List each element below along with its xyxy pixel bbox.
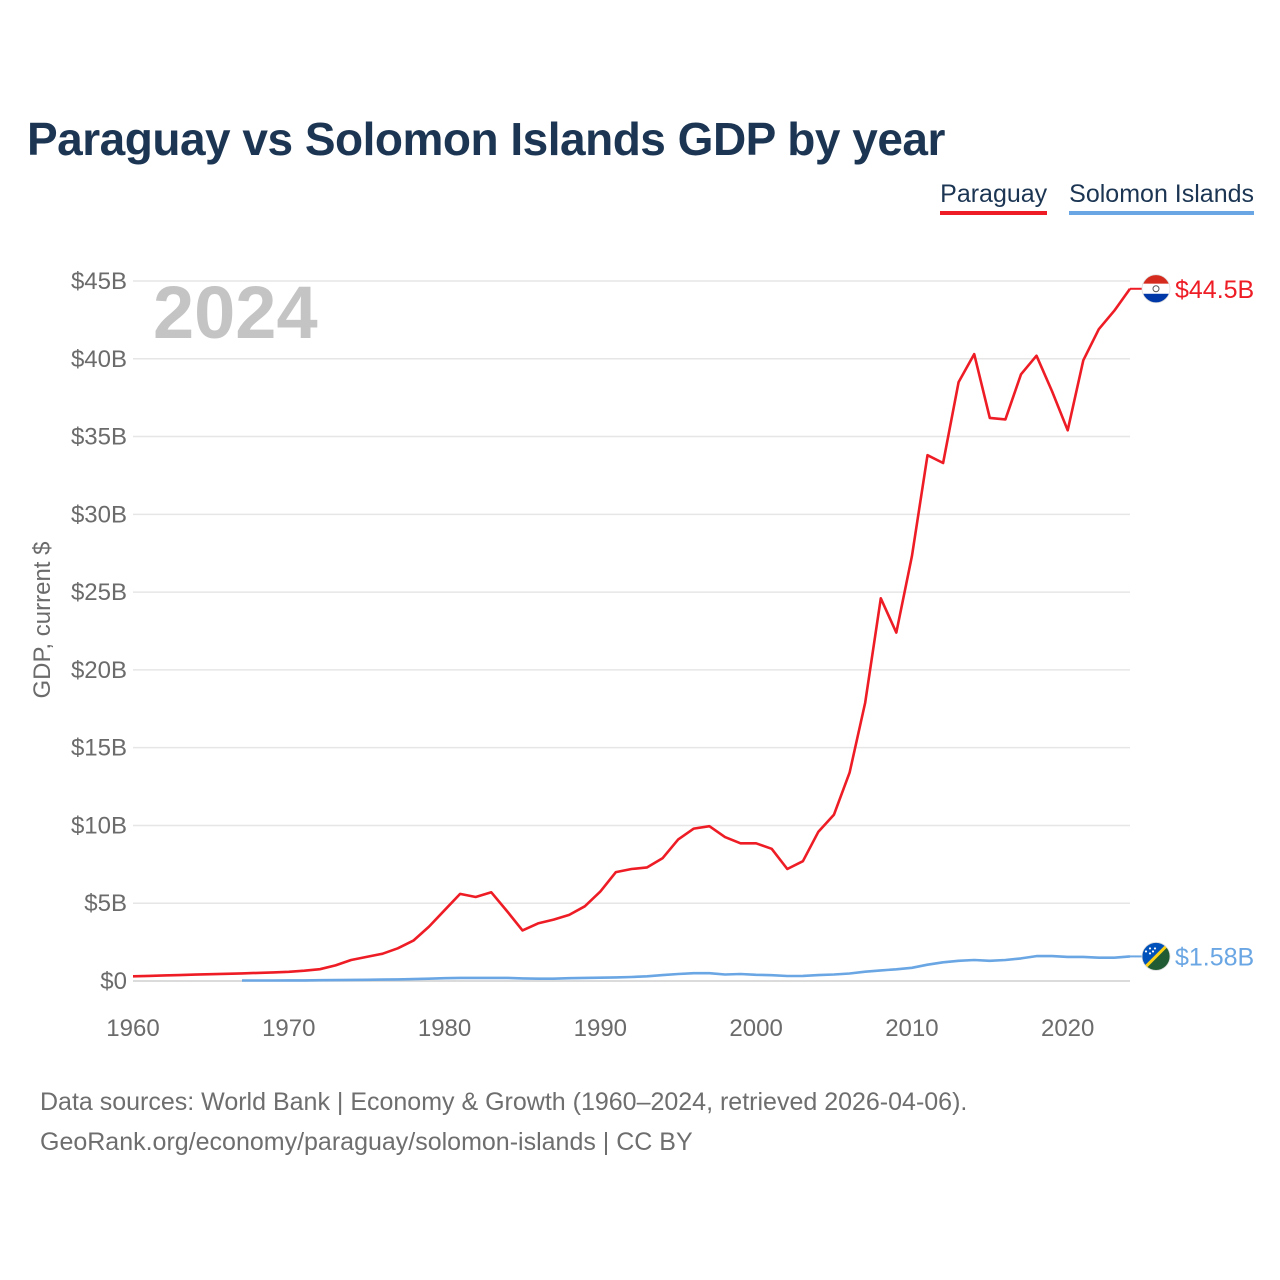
y-tick-label: $0	[100, 968, 127, 995]
x-tick-label: 2010	[885, 1015, 938, 1042]
y-axis-ticks: $0 $5B $10B $15B $20B $25B $30B $35B $40B $45B	[71, 268, 127, 995]
footer-link[interactable]: GeoRank.org/economy/paraguay/solomon-isl…	[40, 1128, 693, 1156]
paraguay-flag-icon	[1141, 274, 1171, 304]
end-markers: $44.5B $1.58B	[1130, 274, 1254, 971]
series-lines	[132, 288, 1132, 982]
end-value-label-paraguay: $44.5B	[1175, 276, 1254, 304]
y-tick-label: $25B	[71, 579, 127, 606]
y-tick-label: $45B	[71, 268, 127, 295]
solomon-islands-flag-icon	[1141, 942, 1171, 971]
series-line-paraguay[interactable]	[132, 288, 1132, 978]
legend-item-paraguay[interactable]: Paraguay	[940, 180, 1048, 215]
x-tick-label: 2000	[729, 1015, 782, 1042]
chart-area: $0 $5B $10B $15B $20B $25B $30B $35B $40B $45B 19…	[29, 268, 1254, 1042]
gridlines	[133, 280, 1130, 982]
y-tick-label: $10B	[71, 812, 127, 839]
x-axis-ticks: 1960 1970 1980 1990 2000 2010 2020	[106, 1015, 1094, 1042]
series-line-solomon-islands[interactable]	[242, 954, 1131, 982]
chart-title: Paraguay vs Solomon Islands GDP by year	[27, 113, 945, 165]
y-tick-label: $30B	[71, 501, 127, 528]
y-tick-label: $35B	[71, 424, 127, 451]
y-tick-label: $20B	[71, 657, 127, 684]
year-label: 2024	[153, 271, 318, 354]
x-tick-label: 1990	[574, 1015, 627, 1042]
legend-item-solomon-islands[interactable]: Solomon Islands	[1069, 180, 1254, 215]
y-axis-label: GDP, current $	[29, 542, 56, 699]
y-tick-label: $5B	[84, 890, 127, 917]
x-tick-label: 2020	[1041, 1015, 1094, 1042]
legend: Paraguay Solomon Islands	[940, 180, 1254, 215]
y-tick-label: $40B	[71, 346, 127, 373]
x-tick-label: 1970	[262, 1015, 315, 1042]
x-tick-label: 1960	[106, 1015, 159, 1042]
end-value-label-solomon-islands: $1.58B	[1175, 943, 1254, 971]
footer-sources: Data sources: World Bank | Economy & Gro…	[40, 1088, 968, 1116]
y-tick-label: $15B	[71, 735, 127, 762]
footer: Data sources: World Bank | Economy & Gro…	[40, 1082, 967, 1162]
x-tick-label: 1980	[418, 1015, 471, 1042]
